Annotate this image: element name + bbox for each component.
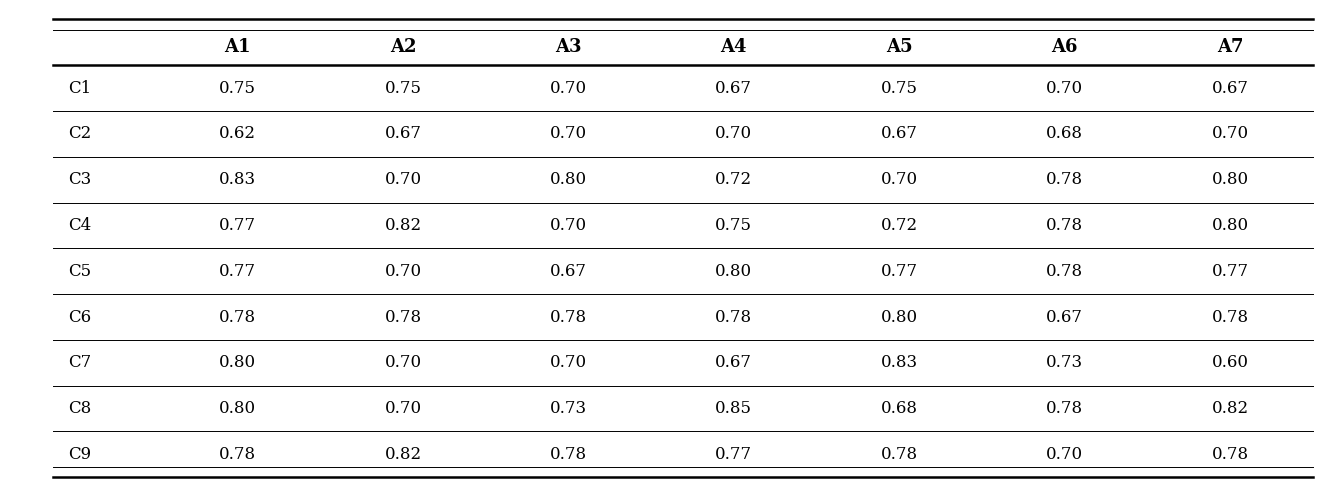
Text: 0.82: 0.82 bbox=[1212, 400, 1249, 417]
Text: 0.70: 0.70 bbox=[880, 171, 918, 188]
Text: 0.60: 0.60 bbox=[1212, 355, 1249, 371]
Text: A1: A1 bbox=[224, 38, 251, 56]
Text: C3: C3 bbox=[69, 171, 91, 188]
Text: 0.83: 0.83 bbox=[219, 171, 256, 188]
Text: 0.80: 0.80 bbox=[1212, 217, 1249, 234]
Text: 0.78: 0.78 bbox=[1046, 171, 1083, 188]
Text: 0.83: 0.83 bbox=[880, 355, 918, 371]
Text: 0.67: 0.67 bbox=[880, 126, 918, 142]
Text: 0.77: 0.77 bbox=[715, 446, 752, 463]
Text: A5: A5 bbox=[886, 38, 912, 56]
Text: A7: A7 bbox=[1217, 38, 1244, 56]
Text: C9: C9 bbox=[69, 446, 91, 463]
Text: 0.70: 0.70 bbox=[385, 263, 422, 280]
Text: 0.75: 0.75 bbox=[219, 80, 256, 96]
Text: 0.70: 0.70 bbox=[550, 80, 587, 96]
Text: 0.78: 0.78 bbox=[1046, 263, 1083, 280]
Text: 0.73: 0.73 bbox=[1046, 355, 1083, 371]
Text: A3: A3 bbox=[556, 38, 582, 56]
Text: 0.78: 0.78 bbox=[550, 309, 587, 325]
Text: C8: C8 bbox=[69, 400, 91, 417]
Text: 0.68: 0.68 bbox=[880, 400, 918, 417]
Text: 0.67: 0.67 bbox=[1046, 309, 1083, 325]
Text: C5: C5 bbox=[69, 263, 91, 280]
Text: 0.70: 0.70 bbox=[385, 355, 422, 371]
Text: 0.77: 0.77 bbox=[219, 263, 256, 280]
Text: 0.78: 0.78 bbox=[1046, 400, 1083, 417]
Text: 0.68: 0.68 bbox=[1046, 126, 1083, 142]
Text: 0.67: 0.67 bbox=[1212, 80, 1249, 96]
Text: 0.73: 0.73 bbox=[550, 400, 587, 417]
Text: 0.78: 0.78 bbox=[219, 309, 256, 325]
Text: 0.78: 0.78 bbox=[550, 446, 587, 463]
Text: 0.82: 0.82 bbox=[385, 446, 422, 463]
Text: 0.70: 0.70 bbox=[1212, 126, 1249, 142]
Text: C2: C2 bbox=[69, 126, 91, 142]
Text: 0.72: 0.72 bbox=[880, 217, 918, 234]
Text: 0.67: 0.67 bbox=[715, 80, 752, 96]
Text: 0.70: 0.70 bbox=[550, 217, 587, 234]
Text: 0.78: 0.78 bbox=[385, 309, 422, 325]
Text: 0.67: 0.67 bbox=[550, 263, 587, 280]
Text: 0.80: 0.80 bbox=[715, 263, 752, 280]
Text: 0.80: 0.80 bbox=[219, 400, 256, 417]
Text: 0.67: 0.67 bbox=[385, 126, 422, 142]
Text: 0.70: 0.70 bbox=[715, 126, 752, 142]
Text: C4: C4 bbox=[69, 217, 91, 234]
Text: 0.77: 0.77 bbox=[1212, 263, 1249, 280]
Text: A4: A4 bbox=[720, 38, 747, 56]
Text: 0.78: 0.78 bbox=[1212, 446, 1249, 463]
Text: 0.80: 0.80 bbox=[880, 309, 918, 325]
Text: 0.78: 0.78 bbox=[219, 446, 256, 463]
Text: 0.70: 0.70 bbox=[385, 400, 422, 417]
Text: 0.78: 0.78 bbox=[880, 446, 918, 463]
Text: 0.78: 0.78 bbox=[715, 309, 752, 325]
Text: 0.80: 0.80 bbox=[1212, 171, 1249, 188]
Text: C6: C6 bbox=[69, 309, 91, 325]
Text: 0.62: 0.62 bbox=[219, 126, 256, 142]
Text: 0.70: 0.70 bbox=[550, 355, 587, 371]
Text: 0.77: 0.77 bbox=[219, 217, 256, 234]
Text: 0.70: 0.70 bbox=[1046, 80, 1083, 96]
Text: 0.78: 0.78 bbox=[1046, 217, 1083, 234]
Text: 0.82: 0.82 bbox=[385, 217, 422, 234]
Text: 0.75: 0.75 bbox=[385, 80, 422, 96]
Text: 0.75: 0.75 bbox=[880, 80, 918, 96]
Text: 0.67: 0.67 bbox=[715, 355, 752, 371]
Text: 0.80: 0.80 bbox=[550, 171, 587, 188]
Text: 0.70: 0.70 bbox=[550, 126, 587, 142]
Text: A2: A2 bbox=[390, 38, 416, 56]
Text: C7: C7 bbox=[69, 355, 91, 371]
Text: 0.77: 0.77 bbox=[880, 263, 918, 280]
Text: 0.80: 0.80 bbox=[219, 355, 256, 371]
Text: 0.78: 0.78 bbox=[1212, 309, 1249, 325]
Text: 0.75: 0.75 bbox=[715, 217, 752, 234]
Text: 0.70: 0.70 bbox=[385, 171, 422, 188]
Text: 0.85: 0.85 bbox=[715, 400, 752, 417]
Text: 0.72: 0.72 bbox=[715, 171, 752, 188]
Text: 0.70: 0.70 bbox=[1046, 446, 1083, 463]
Text: C1: C1 bbox=[69, 80, 91, 96]
Text: A6: A6 bbox=[1052, 38, 1078, 56]
